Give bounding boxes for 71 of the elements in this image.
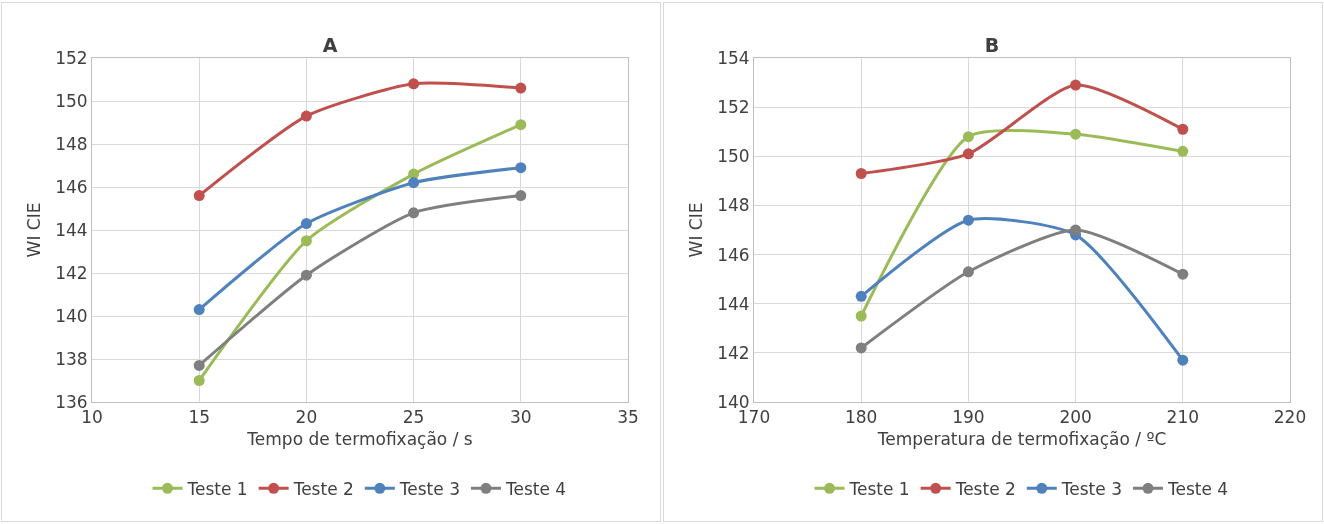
y-tick-label: 152 [717, 97, 750, 118]
point [300, 235, 312, 247]
y-tick-label: 144 [717, 293, 750, 314]
point [408, 177, 420, 189]
point [515, 162, 527, 174]
x-tick-label: 190 [952, 407, 985, 428]
x-tick-label: 180 [844, 407, 878, 428]
point [962, 266, 974, 278]
point [193, 375, 205, 386]
point [855, 310, 867, 322]
legend-label: Teste 1 [848, 478, 910, 499]
y-tick-label: 148 [717, 195, 750, 216]
point [855, 342, 867, 354]
y-tick-label: 146 [717, 244, 750, 265]
point [962, 131, 974, 143]
y-tick-label: 142 [717, 342, 750, 363]
y-tick-label: 138 [55, 348, 88, 369]
y-tick-label: 144 [55, 219, 88, 240]
y-axis-title: WI CIE [23, 202, 44, 258]
y-tick-label: 152 [55, 47, 88, 68]
y-axis-title: WI CIE [685, 202, 706, 258]
legend-label: Teste 3 [1060, 478, 1122, 499]
x-axis-title: Temperatura de termofixação / ºC [876, 428, 1167, 449]
point [1070, 79, 1082, 91]
chart-title: B [984, 34, 1000, 57]
x-tick-label: 35 [617, 407, 639, 428]
point [1177, 145, 1189, 157]
y-tick-label: 154 [717, 47, 750, 68]
point [408, 78, 420, 90]
x-tick-label: 10 [81, 407, 103, 428]
point [515, 119, 527, 131]
x-tick-label: 210 [1166, 407, 1200, 428]
point [855, 290, 867, 302]
point [193, 359, 205, 371]
point [515, 82, 527, 94]
point [962, 214, 974, 226]
y-tick-label: 150 [717, 146, 750, 167]
legend-label: Teste 3 [398, 478, 460, 499]
x-tick-label: 200 [1059, 407, 1092, 428]
x-tick-label: 20 [295, 407, 318, 428]
point [1177, 123, 1189, 135]
y-tick-label: 142 [55, 262, 88, 283]
point [1177, 268, 1189, 280]
point [300, 110, 312, 122]
point [193, 190, 205, 202]
x-tick-label: 170 [737, 407, 771, 428]
legend-label: Teste 4 [504, 478, 567, 499]
x-tick-label: 15 [188, 407, 211, 428]
x-tick-label: 220 [1273, 407, 1307, 428]
y-tick-label: 146 [55, 176, 88, 197]
x-axis-title: Tempo de termofixação / s [246, 428, 473, 449]
chart-title: A [322, 34, 338, 57]
y-tick-label: 148 [55, 133, 88, 154]
point [515, 190, 527, 202]
legend-label: Teste 2 [292, 478, 354, 499]
point [855, 167, 867, 179]
point [193, 304, 205, 316]
legend-label: Teste 4 [1166, 478, 1229, 499]
point [408, 207, 420, 219]
legend-label: Teste 2 [954, 478, 1016, 499]
x-tick-label: 25 [402, 407, 425, 428]
point [300, 218, 312, 230]
y-tick-label: 140 [55, 305, 88, 326]
point [1070, 224, 1082, 236]
point [1177, 354, 1189, 366]
y-tick-label: 150 [55, 90, 88, 111]
point [1070, 128, 1082, 140]
point [962, 148, 974, 160]
point [300, 269, 312, 281]
legend-label: Teste 1 [186, 478, 248, 499]
x-tick-label: 30 [509, 407, 532, 428]
